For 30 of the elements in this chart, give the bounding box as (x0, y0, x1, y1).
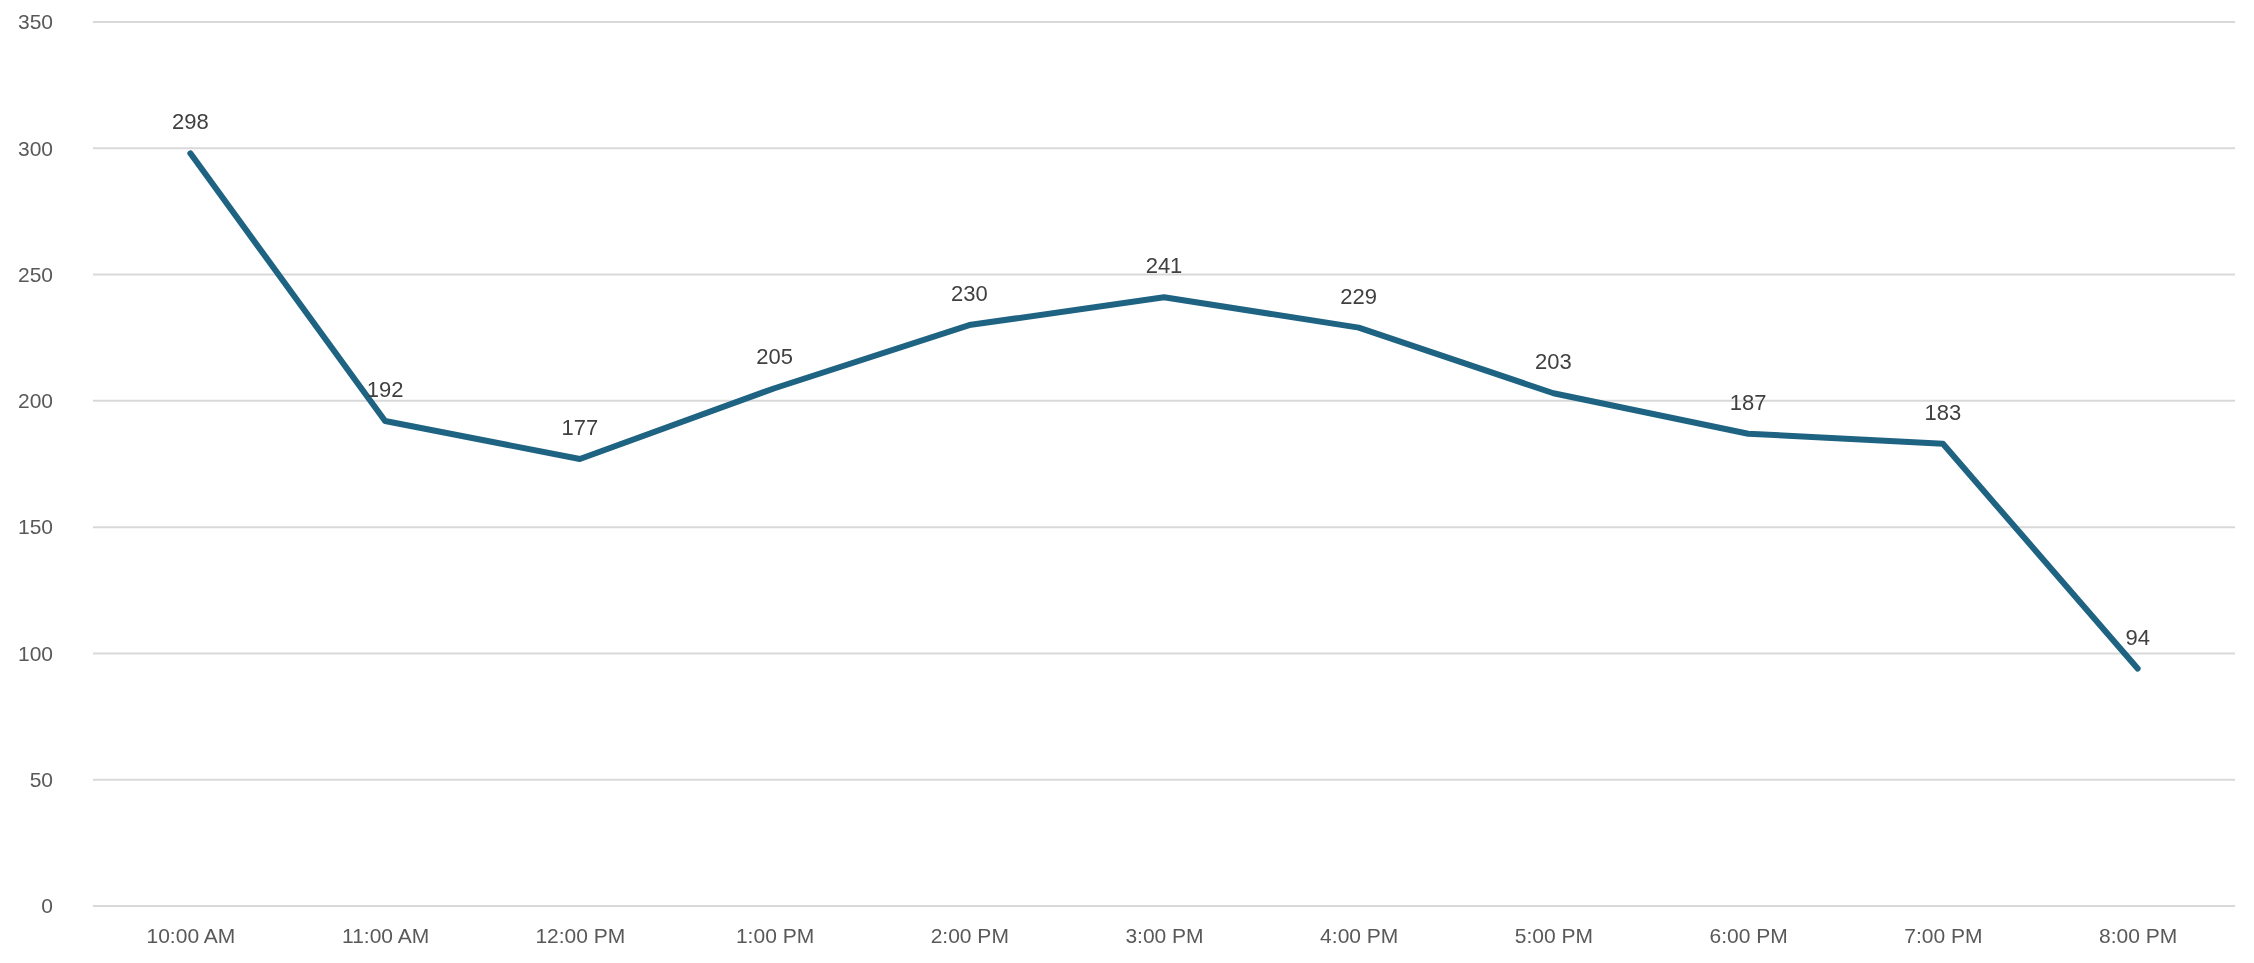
data-label: 230 (950, 281, 988, 307)
x-tick-label: 8:00 PM (2099, 923, 2178, 947)
y-tick-label: 250 (17, 262, 53, 286)
y-tick-label: 200 (17, 389, 53, 413)
x-tick-label: 6:00 PM (1709, 923, 1788, 947)
data-label: 205 (756, 344, 793, 370)
x-tick-label: 3:00 PM (1125, 923, 1204, 947)
y-tick-label: 150 (17, 515, 53, 539)
y-tick-label: 100 (17, 641, 53, 665)
data-label: 187 (1729, 389, 1767, 415)
x-tick-label: 10:00 AM (146, 923, 236, 947)
x-tick-label: 12:00 PM (535, 923, 626, 947)
data-label: 94 (2125, 624, 2150, 650)
x-tick-label: 7:00 PM (1904, 923, 1983, 947)
x-tick-label: 5:00 PM (1514, 923, 1594, 947)
y-tick-label: 350 (17, 10, 53, 34)
data-label: 229 (1340, 283, 1378, 309)
data-label: 203 (1535, 349, 1572, 375)
data-label: 177 (561, 414, 599, 440)
y-tick-label: 0 (41, 894, 53, 918)
x-tick-label: 2:00 PM (930, 923, 1009, 947)
y-tick-label: 50 (29, 767, 53, 791)
y-tick-label: 300 (17, 136, 53, 160)
data-label: 183 (1924, 399, 1962, 425)
data-label: 192 (366, 377, 404, 403)
x-tick-label: 4:00 PM (1320, 923, 1399, 947)
x-tick-label: 1:00 PM (735, 923, 815, 947)
data-label: 298 (172, 109, 209, 135)
data-label: 241 (1145, 253, 1183, 279)
x-tick-label: 11:00 AM (342, 923, 430, 947)
